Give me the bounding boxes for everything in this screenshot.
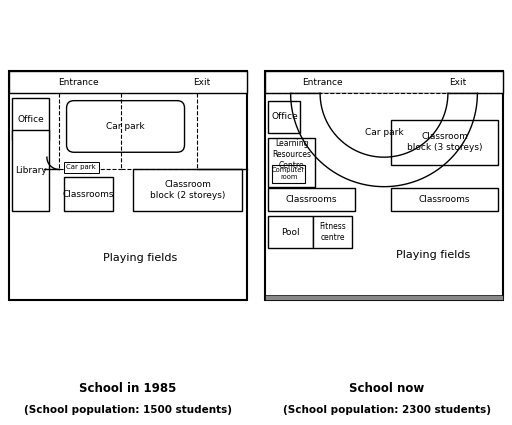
Text: Office: Office bbox=[17, 115, 45, 124]
Text: Library: Library bbox=[15, 166, 47, 175]
Bar bbox=[268, 101, 301, 133]
Text: Pool: Pool bbox=[281, 228, 300, 237]
Bar bbox=[133, 170, 242, 211]
Bar bbox=[265, 295, 503, 300]
Bar bbox=[12, 130, 49, 211]
Text: Car park: Car park bbox=[365, 128, 403, 137]
Bar bbox=[272, 164, 305, 183]
Polygon shape bbox=[9, 211, 247, 300]
Text: Car park: Car park bbox=[67, 164, 96, 170]
Bar bbox=[391, 188, 498, 211]
Text: Classrooms: Classrooms bbox=[419, 195, 471, 204]
Text: Fitness
centre: Fitness centre bbox=[319, 222, 346, 242]
Bar bbox=[313, 216, 352, 248]
Text: Car park: Car park bbox=[106, 122, 145, 131]
FancyBboxPatch shape bbox=[67, 101, 184, 152]
Text: Classroom
block (3 storeys): Classroom block (3 storeys) bbox=[407, 132, 482, 153]
Bar bbox=[12, 98, 49, 140]
Text: Entrance: Entrance bbox=[58, 78, 99, 87]
Text: School in 1985: School in 1985 bbox=[79, 382, 177, 395]
Text: Computer
room: Computer room bbox=[272, 167, 305, 180]
Text: Classrooms: Classrooms bbox=[63, 190, 114, 198]
Polygon shape bbox=[265, 212, 503, 300]
Bar bbox=[265, 71, 503, 93]
Text: Entrance: Entrance bbox=[302, 78, 343, 87]
Text: Office: Office bbox=[271, 112, 298, 121]
Bar bbox=[9, 71, 247, 93]
Text: Classrooms: Classrooms bbox=[286, 195, 337, 204]
Bar bbox=[391, 120, 498, 164]
Text: School now: School now bbox=[349, 382, 424, 395]
Bar bbox=[268, 138, 315, 187]
Text: Playing fields: Playing fields bbox=[396, 250, 471, 261]
Text: Exit: Exit bbox=[449, 78, 466, 87]
Polygon shape bbox=[291, 93, 477, 187]
Bar bbox=[64, 162, 98, 173]
Bar bbox=[64, 177, 113, 211]
Bar bbox=[268, 216, 313, 248]
Text: (School population: 1500 students): (School population: 1500 students) bbox=[24, 405, 232, 415]
Text: Learning
Resources
Centre: Learning Resources Centre bbox=[272, 139, 311, 170]
Text: Classroom
block (2 storeys): Classroom block (2 storeys) bbox=[150, 180, 225, 201]
Text: (School population: 2300 students): (School population: 2300 students) bbox=[283, 405, 490, 415]
Text: Playing fields: Playing fields bbox=[103, 253, 178, 263]
Text: Exit: Exit bbox=[193, 78, 210, 87]
Bar bbox=[268, 188, 354, 211]
